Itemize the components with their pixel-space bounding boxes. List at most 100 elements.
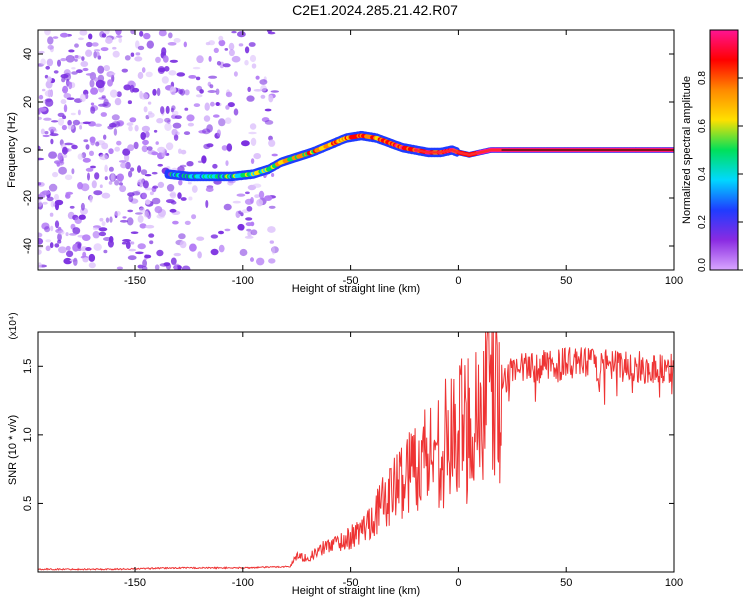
noise-point — [50, 200, 55, 208]
noise-point — [113, 128, 118, 136]
noise-point — [72, 227, 81, 235]
noise-point — [85, 144, 90, 150]
noise-point — [119, 182, 123, 186]
noise-point — [104, 30, 110, 35]
noise-point — [49, 212, 54, 217]
noise-point — [264, 108, 272, 112]
snr-y-tick-label: 1.0 — [22, 427, 34, 442]
noise-point — [54, 193, 59, 201]
noise-point — [192, 66, 201, 70]
noise-point — [46, 58, 54, 67]
noise-point — [108, 72, 116, 76]
noise-point — [100, 47, 109, 52]
noise-point — [223, 203, 232, 211]
noise-point — [171, 91, 176, 95]
noise-point — [204, 102, 210, 111]
noise-point — [114, 146, 120, 152]
noise-point — [122, 216, 127, 219]
noise-point — [63, 257, 72, 265]
noise-point — [269, 240, 274, 244]
noise-point — [245, 191, 250, 195]
spectrogram-y-tick-label: 40 — [22, 48, 34, 60]
noise-point — [95, 141, 100, 147]
noise-point — [85, 247, 92, 251]
noise-point — [165, 142, 174, 151]
noise-point — [38, 249, 42, 255]
noise-point — [48, 151, 58, 159]
noise-point — [156, 118, 164, 124]
noise-point — [267, 30, 272, 34]
noise-point — [250, 257, 254, 262]
spectrogram-axes: -150 -100 -50 0 50 100 -40 -20 0 20 40 — [22, 30, 683, 287]
noise-point — [65, 55, 75, 63]
noise-point — [116, 35, 123, 38]
noise-point — [58, 166, 67, 175]
noise-point — [170, 107, 174, 113]
noise-point — [111, 121, 121, 128]
noise-point — [248, 42, 256, 47]
noise-point — [107, 79, 113, 87]
snr-x-tick-label: -50 — [343, 577, 359, 589]
noise-point — [218, 244, 225, 253]
noise-point — [49, 242, 54, 249]
noise-point — [271, 153, 278, 157]
noise-point — [88, 33, 93, 40]
noise-point — [148, 233, 155, 238]
noise-point — [270, 90, 279, 93]
noise-point — [104, 176, 108, 181]
noise-point — [62, 154, 68, 158]
noise-point — [225, 160, 229, 167]
noise-point — [250, 137, 257, 146]
noise-point — [116, 173, 125, 182]
noise-point — [77, 153, 84, 160]
colorbar-tick-label: 0.8 — [697, 71, 708, 85]
noise-point — [51, 120, 59, 123]
noise-point — [130, 167, 135, 172]
noise-point — [78, 37, 84, 41]
noise-point — [184, 89, 190, 96]
noise-point — [99, 184, 103, 188]
noise-point — [156, 249, 164, 257]
noise-point — [160, 106, 165, 115]
noise-point — [179, 164, 187, 168]
noise-point — [215, 102, 220, 106]
snr-panel: -150 -100 -50 0 50 100 0.5 1.0 1.5 Height of str… — [7, 312, 683, 597]
noise-point — [164, 117, 171, 123]
noise-point — [174, 115, 182, 119]
noise-point — [47, 44, 54, 50]
noise-point — [141, 125, 150, 133]
noise-point — [47, 76, 52, 83]
noise-point — [149, 191, 154, 196]
noise-point — [207, 90, 217, 93]
noise-point — [42, 201, 48, 205]
noise-point — [71, 71, 78, 75]
noise-point — [101, 33, 107, 38]
noise-point — [176, 72, 186, 77]
noise-point — [112, 50, 120, 58]
noise-point — [101, 221, 106, 227]
noise-point — [142, 180, 149, 189]
noise-point — [38, 182, 45, 187]
noise-point — [239, 248, 248, 257]
noise-point — [66, 97, 75, 100]
noise-point — [44, 74, 49, 79]
noise-point — [173, 134, 179, 141]
noise-point — [85, 167, 94, 172]
noise-point — [202, 128, 211, 135]
spectrogram-x-tick-label: -150 — [124, 275, 146, 287]
noise-point — [189, 243, 197, 252]
noise-point — [161, 47, 167, 56]
noise-point — [157, 163, 163, 167]
noise-point — [137, 165, 142, 173]
noise-point — [156, 214, 165, 219]
noise-point — [119, 219, 129, 223]
noise-point — [127, 209, 134, 213]
noise-point — [172, 122, 182, 129]
noise-point — [168, 32, 173, 39]
noise-point — [83, 139, 89, 143]
noise-point — [38, 116, 42, 120]
noise-point — [137, 45, 145, 51]
noise-point — [247, 86, 251, 92]
noise-point — [74, 58, 78, 62]
